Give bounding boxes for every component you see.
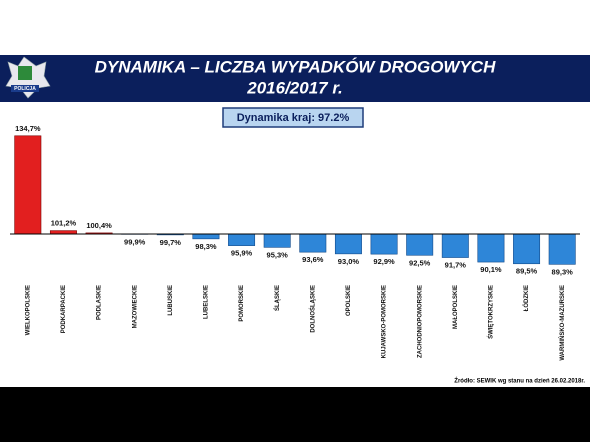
x-tick-label: PODKARPACKIE — [61, 285, 67, 333]
x-tick-label: KUJAWSKO-POMORSKIE — [382, 285, 388, 358]
value-label: 93,0% — [338, 257, 360, 266]
bar — [477, 233, 505, 263]
x-tick-label: LUBUSKIE — [168, 285, 174, 316]
x-tick-label: POMORSKIE — [239, 285, 245, 322]
x-tick-label: ZACHODNIOPOMORSKIE — [417, 285, 423, 358]
logo-plate — [11, 85, 39, 92]
value-label: 95,9% — [231, 249, 253, 258]
value-label: 89,5% — [516, 267, 538, 276]
x-tick-label: PODLASKIE — [97, 285, 103, 320]
chart-title: DYNAMIKA – LICZBA WYPADKÓW DROGOWYCH — [95, 57, 496, 76]
annotation: Dynamika kraj: 97.2% — [237, 112, 350, 124]
x-tick-label: OPOLSKIE — [346, 285, 352, 316]
plot: 134,7% WIELKOPOLSKIE 101,2% PODKARPACKIE 100… — [10, 124, 580, 361]
logo-text: POLICJA — [14, 86, 36, 92]
bar — [192, 233, 220, 240]
footer-band — [0, 387, 590, 442]
source: Źródło: SEWIK wg stanu na dzień 26.02.20… — [454, 377, 585, 385]
bar — [548, 233, 576, 265]
value-label: 92,5% — [409, 258, 431, 267]
value-label: 99,9% — [124, 237, 146, 246]
value-label: 93,6% — [302, 255, 324, 264]
value-label: 101,2% — [51, 219, 77, 228]
value-label: 100,4% — [86, 221, 112, 230]
bar — [513, 233, 541, 265]
x-tick-label: ŁÓDZKIE — [522, 285, 530, 311]
bar — [334, 233, 362, 255]
x-tick-label: MAŁOPOLSKIE — [453, 285, 459, 329]
value-label: 99,7% — [160, 238, 182, 247]
bar — [299, 233, 327, 253]
x-tick-label: ŚWIĘTOKRZYSKIE — [488, 285, 495, 339]
value-label: 98,3% — [195, 242, 217, 251]
bar — [370, 233, 398, 255]
x-tick-label: WIELKOPOLSKIE — [25, 285, 31, 335]
value-label: 92,9% — [373, 257, 395, 266]
x-tick-label: WARMIŃSKO-MAZURSKIE — [558, 285, 566, 361]
value-label: 91,7% — [445, 261, 467, 270]
annotation-box — [222, 107, 364, 128]
logo-shield — [18, 66, 32, 80]
bar — [406, 233, 434, 256]
bar — [49, 230, 77, 235]
x-tick-label: ŚLĄSKIE — [274, 285, 281, 311]
header-band — [0, 55, 590, 102]
logo: POLICJA — [5, 56, 51, 99]
value-label: 95,3% — [267, 250, 289, 259]
value-label: 89,3% — [552, 267, 574, 276]
x-tick-label: DOLNOŚLĄSKIE — [309, 285, 316, 333]
chart-subtitle: 2016/2017 r. — [246, 78, 342, 97]
bar — [228, 233, 256, 246]
value-label: 90,1% — [480, 265, 502, 274]
value-label: 134,7% — [15, 124, 41, 133]
x-tick-label: LUBELSKIE — [204, 285, 210, 319]
bar — [263, 233, 291, 248]
bar — [441, 233, 469, 258]
bar — [14, 135, 42, 235]
x-tick-label: MAZOWIECKIE — [132, 285, 138, 328]
